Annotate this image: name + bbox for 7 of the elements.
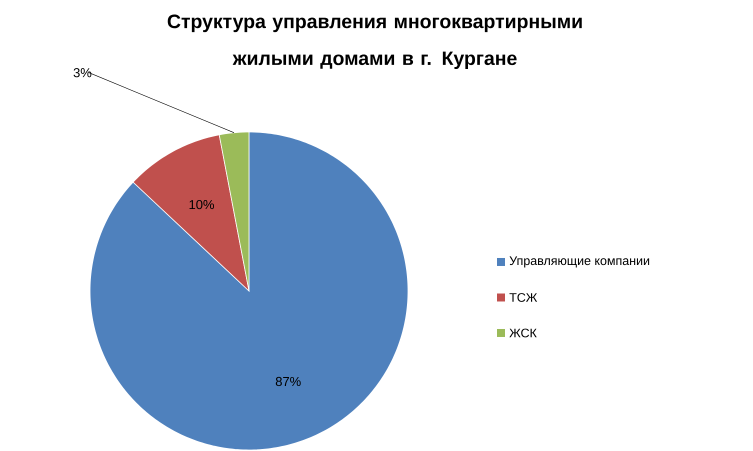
legend-label: ЖСК — [509, 328, 537, 338]
chart-title: Структура управления многоквартирными жилыми домами в г. Кургане — [168, 14, 582, 69]
data-label: 3% — [74, 68, 92, 78]
data-label: 10% — [190, 200, 214, 210]
data-label: 87% — [276, 376, 301, 386]
legend-label: ТСЖ — [509, 293, 538, 302]
legend-label: Управляющие компании — [510, 256, 650, 268]
